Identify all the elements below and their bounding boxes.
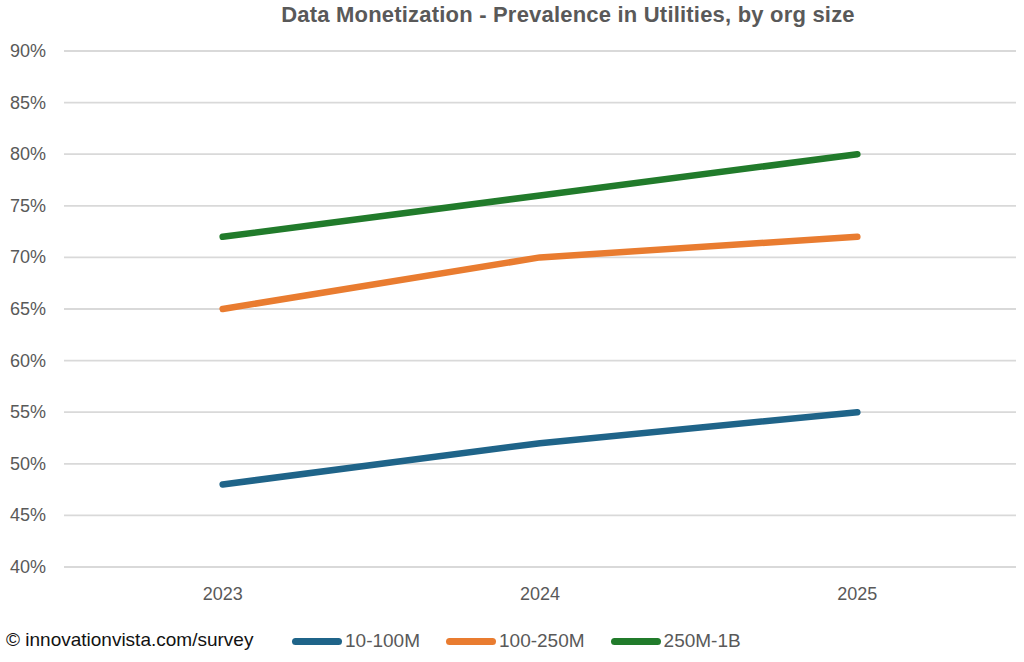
y-axis-tick-label: 90% [10, 41, 46, 61]
y-axis-tick-label: 60% [10, 351, 46, 371]
legend-item-100-250m: 100-250M [446, 630, 585, 652]
series-line-250m-1b [223, 154, 858, 237]
chart-legend: 10-100M 100-250M 250M-1B [292, 620, 741, 662]
line-chart-plot-area: 40% 45% 50% 55% 60% 65% 70% 75% 80% 85% 90% 2023 202… [0, 0, 1024, 615]
legend-line-swatch-blue [292, 638, 342, 645]
legend-item-10-100m: 10-100M [292, 630, 420, 652]
series-line-10-100m [223, 412, 858, 484]
chart-footer: © innovationvista.com/survey 10-100M 100… [0, 620, 1024, 662]
y-axis-tick-label: 75% [10, 196, 46, 216]
legend-label: 10-100M [345, 630, 420, 652]
x-axis-tick-label: 2025 [837, 584, 877, 604]
legend-line-swatch-green [611, 638, 661, 645]
legend-item-250m-1b: 250M-1B [611, 630, 741, 652]
copyright-source: © innovationvista.com/survey [6, 629, 253, 651]
legend-label: 250M-1B [664, 630, 741, 652]
x-axis-tick-label: 2024 [520, 584, 560, 604]
y-axis-tick-label: 65% [10, 299, 46, 319]
series-line-100-250m [223, 237, 858, 309]
legend-label: 100-250M [499, 630, 585, 652]
legend-line-swatch-orange [446, 638, 496, 645]
y-axis-tick-label: 45% [10, 505, 46, 525]
y-axis-tick-label: 50% [10, 454, 46, 474]
y-axis-tick-label: 85% [10, 93, 46, 113]
y-axis-tick-label: 70% [10, 247, 46, 267]
y-axis-tick-label: 55% [10, 402, 46, 422]
y-axis-tick-label: 40% [10, 557, 46, 577]
x-axis-tick-label: 2023 [203, 584, 243, 604]
y-axis-tick-label: 80% [10, 144, 46, 164]
